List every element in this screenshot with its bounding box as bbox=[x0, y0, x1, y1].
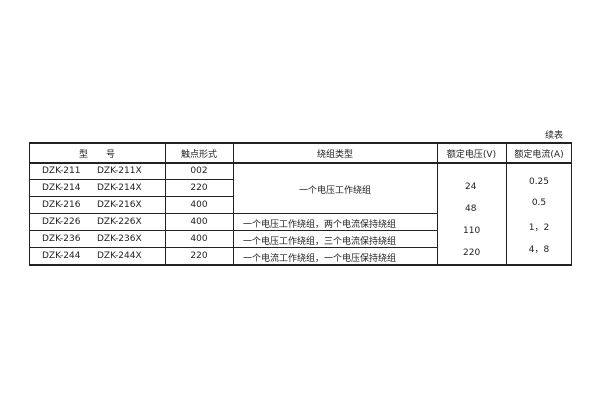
model-x-cell: DZK-214X bbox=[97, 183, 142, 193]
row-divider bbox=[29, 196, 233, 197]
contact-cell: 400 bbox=[190, 234, 208, 244]
header-current: 额定电流(A) bbox=[514, 150, 564, 160]
table-border-bottom bbox=[29, 264, 572, 266]
winding-cell: 一个电流工作绕组，一个电压保持绕组 bbox=[243, 254, 397, 264]
winding-cell: 一个电压工作绕组，两个电流保持绕组 bbox=[243, 220, 397, 230]
model-x-cell: DZK-226X bbox=[97, 217, 142, 227]
contact-cell: 400 bbox=[190, 200, 208, 210]
model-cell: DZK-211 bbox=[42, 166, 81, 176]
model-x-cell: DZK-244X bbox=[97, 251, 142, 261]
model-cell: DZK-216 bbox=[42, 200, 81, 210]
model-x-cell: DZK-236X bbox=[97, 234, 142, 244]
table-caption: 续表 bbox=[545, 131, 564, 141]
contact-cell: 220 bbox=[190, 251, 208, 261]
model-cell: DZK-236 bbox=[42, 234, 81, 244]
voltage-value: 48 bbox=[465, 204, 477, 214]
model-x-cell: DZK-211X bbox=[97, 166, 142, 176]
model-x-cell: DZK-216X bbox=[97, 200, 142, 210]
voltage-value: 24 bbox=[465, 182, 477, 192]
voltage-value: 110 bbox=[463, 226, 481, 236]
voltage-value: 220 bbox=[463, 248, 481, 258]
contact-cell: 400 bbox=[190, 217, 208, 227]
current-value: 4，8 bbox=[528, 245, 550, 255]
header-winding: 绕组类型 bbox=[316, 150, 353, 160]
column-divider bbox=[506, 142, 507, 265]
winding-cell-merged: 一个电压工作绕组 bbox=[298, 186, 371, 196]
header-voltage: 额定电压(V) bbox=[446, 150, 497, 160]
header-model: 型 号 bbox=[78, 150, 115, 160]
contact-cell: 220 bbox=[190, 183, 208, 193]
column-divider bbox=[437, 142, 438, 265]
column-divider bbox=[571, 142, 572, 265]
current-value: 0.25 bbox=[528, 177, 550, 187]
model-cell: DZK-226 bbox=[42, 217, 81, 227]
model-cell: DZK-214 bbox=[42, 183, 81, 193]
header-divider bbox=[29, 162, 572, 164]
column-divider bbox=[165, 142, 166, 265]
table-border-top bbox=[29, 142, 572, 144]
winding-cell: 一个电压工作绕组，三个电流保持绕组 bbox=[243, 237, 397, 247]
column-divider bbox=[233, 142, 234, 265]
current-value: 1，2 bbox=[528, 223, 550, 233]
column-divider bbox=[29, 142, 30, 265]
current-value: 0.5 bbox=[531, 198, 547, 208]
header-contact: 触点形式 bbox=[180, 150, 217, 160]
row-divider bbox=[29, 179, 233, 180]
model-cell: DZK-244 bbox=[42, 251, 81, 261]
contact-cell: 002 bbox=[190, 166, 208, 176]
